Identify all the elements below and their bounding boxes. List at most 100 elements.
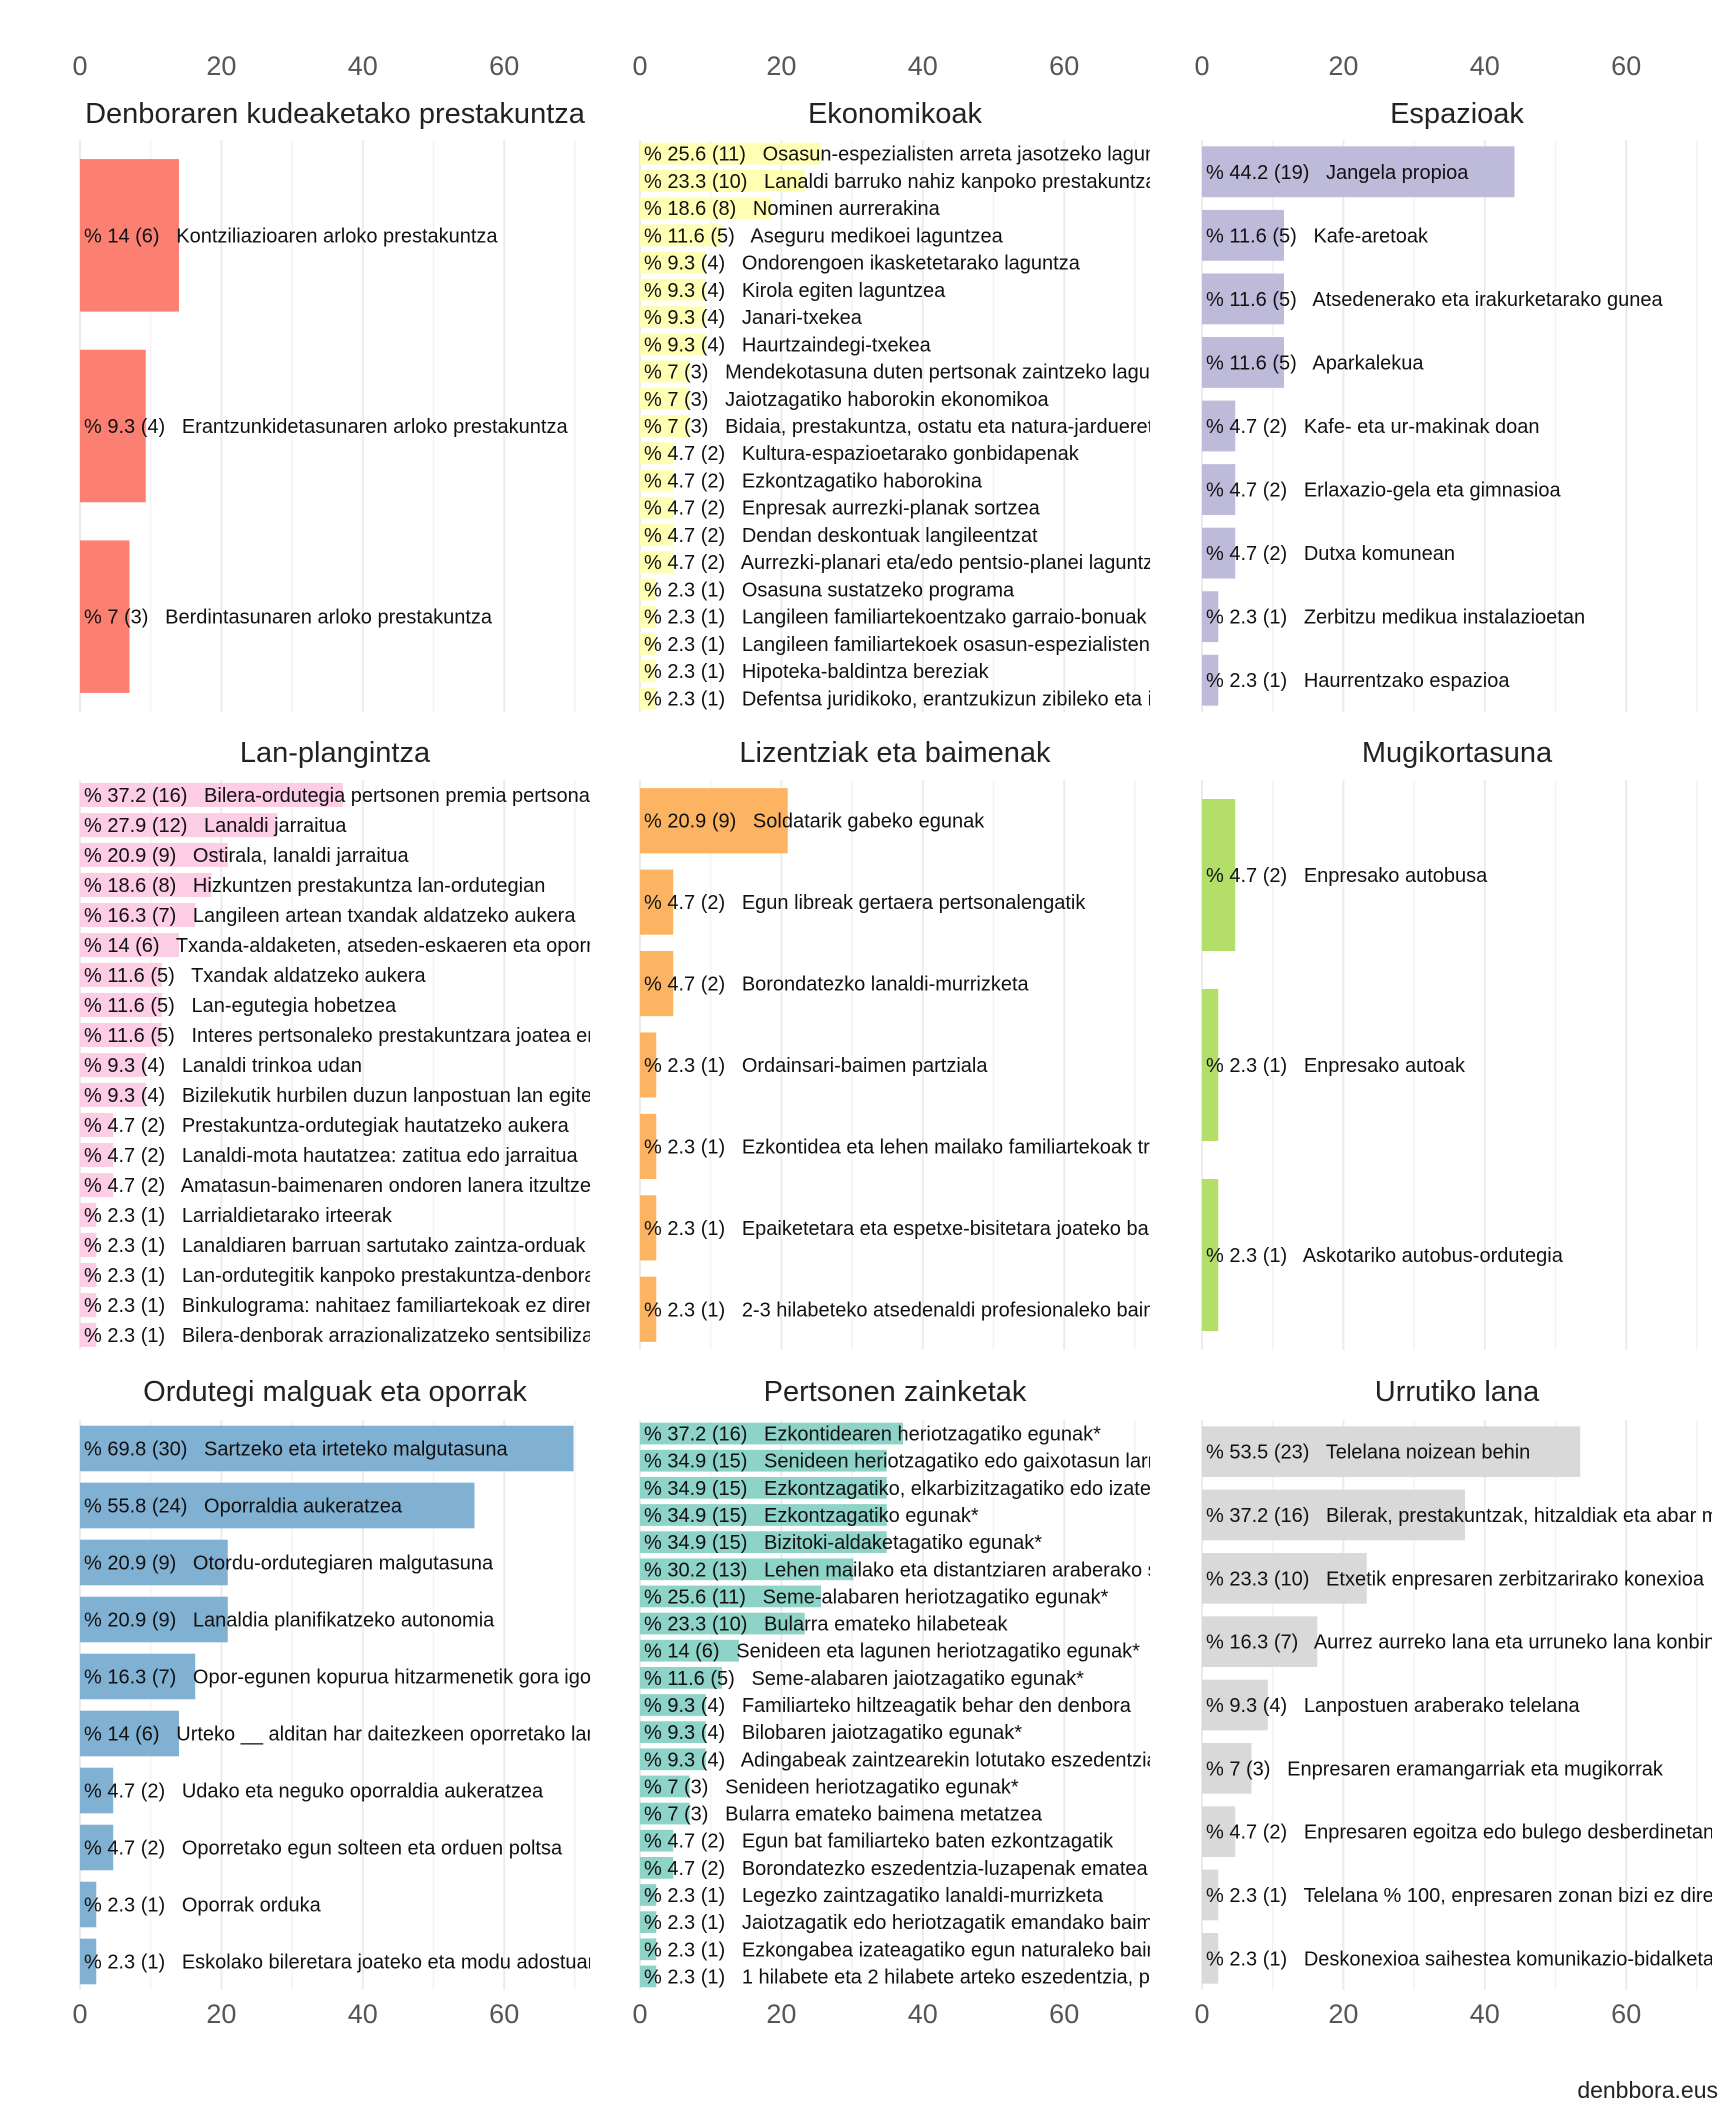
bar bbox=[640, 1113, 657, 1179]
bar bbox=[640, 1639, 739, 1662]
bar bbox=[1202, 989, 1219, 1141]
bar bbox=[640, 524, 674, 546]
panel-bars: % 53.5 (23) Telelana noizean behin % 37.2… bbox=[1202, 1426, 1728, 1984]
bar-label: % 4.7 (2) Enpresak aurrezki-planak sortz… bbox=[644, 498, 1041, 520]
bar-label: % 2.3 (1) Defentsa juridikoko, erantzuki… bbox=[644, 688, 1162, 710]
bar-label: % 2.3 (1) Eskolako bileretara joateko et… bbox=[84, 1952, 599, 1974]
bar-label: % 2.3 (1) Langileen familiartekoek osasu… bbox=[644, 634, 1167, 656]
bar bbox=[80, 1203, 97, 1227]
bar bbox=[1202, 799, 1236, 951]
bar-label: % 2.3 (1) Ezkontidea eta lehen mailako f… bbox=[644, 1136, 1162, 1158]
bar bbox=[80, 813, 278, 837]
bar-label: % 34.9 (15) Ezkontzagatiko egunak* bbox=[644, 1505, 979, 1527]
bar-label: % 2.3 (1) Jaiotzagatik edo heriotzagatik… bbox=[644, 1912, 1153, 1934]
bar-label: % 2.3 (1) Askotariko autobus-ordutegia bbox=[1206, 1245, 1564, 1267]
facet-panel: Urrutiko lana % 53.5 (23) Telelana noizea… bbox=[1201, 1376, 1728, 1990]
bar-label: % 23.3 (10) Etxetik enpresaren zerbitzar… bbox=[1206, 1568, 1705, 1590]
x-tick-label-bottom: 60 bbox=[489, 1999, 519, 2029]
bar-label: % 9.3 (4) Erantzunkidetasunaren arloko p… bbox=[84, 416, 568, 438]
panel-bars: % 14 (6) Kontziliazioaren arloko prestak… bbox=[80, 159, 568, 693]
bar-label: % 9.3 (4) Haurtzaindegi-txekea bbox=[644, 334, 932, 356]
panel-bars: % 69.8 (30) Sartzeko eta irteteko malgut… bbox=[80, 1425, 599, 1985]
bar-label: % 4.7 (2) Enpresaren egoitza edo bulego … bbox=[1206, 1822, 1728, 1844]
bar bbox=[640, 415, 690, 437]
bar-label: % 4.7 (2) Borondatezko eszedentzia-luzap… bbox=[644, 1858, 1149, 1880]
bar bbox=[640, 469, 674, 492]
bar bbox=[80, 1143, 114, 1167]
bar-label: % 4.7 (2) Egun bat familiarteko baten ez… bbox=[644, 1831, 1114, 1853]
panel-title: Urrutiko lana bbox=[1375, 1376, 1540, 1408]
bar-label: % 9.3 (4) Lanaldi trinkoa udan bbox=[84, 1055, 362, 1077]
bar-label: % 4.7 (2) Dendan deskontuak langileentza… bbox=[644, 525, 1038, 547]
bar bbox=[640, 1195, 657, 1261]
bar-label: % 4.7 (2) Enpresako autobusa bbox=[1206, 865, 1488, 887]
bar-label: % 9.3 (4) Ondorengoen ikasketetarako lag… bbox=[644, 253, 1081, 275]
bar-label: % 7 (3) Enpresaren eramangarriak eta mug… bbox=[1206, 1758, 1664, 1780]
bar-label: % 30.2 (13) Lehen mailako eta distantzia… bbox=[644, 1559, 1169, 1581]
bar bbox=[640, 1449, 887, 1472]
bar-label: % 7 (3) Jaiotzagatiko haborokin ekonomik… bbox=[644, 389, 1050, 411]
bar-label: % 9.3 (4) Adingabeak zaintzearekin lotut… bbox=[644, 1749, 1159, 1771]
bar-label: % 11.6 (5) Txandak aldatzeko aukera bbox=[84, 965, 427, 987]
bar bbox=[80, 843, 228, 867]
bar bbox=[640, 197, 772, 219]
bar-label: % 2.3 (1) Zerbitzu medikua instalazioeta… bbox=[1206, 607, 1585, 629]
bar-label: % 7 (3) Senideen heriotzagatiko egunak* bbox=[644, 1776, 1019, 1798]
bar bbox=[640, 1612, 805, 1635]
bar bbox=[640, 1558, 854, 1581]
bar-label: % 4.7 (2) Aurrezki-planari eta/edo pents… bbox=[644, 552, 1153, 574]
bar bbox=[640, 169, 805, 192]
bar bbox=[1202, 654, 1219, 706]
x-tick-label-bottom: 60 bbox=[1049, 1999, 1079, 2029]
bar-label: % 2.3 (1) 2-3 hilabeteko atsedenaldi pro… bbox=[644, 1299, 1160, 1321]
bar-label: % 2.3 (1) Enpresako autoak bbox=[1206, 1055, 1466, 1077]
bar-label: % 2.3 (1) Legezko zaintzagatiko lanaldi-… bbox=[644, 1885, 1104, 1907]
bar-label: % 11.6 (5) Lan-egutegia hobetzea bbox=[84, 995, 397, 1017]
bar bbox=[640, 142, 821, 165]
bar bbox=[640, 687, 657, 710]
bar bbox=[80, 1023, 163, 1047]
bar bbox=[640, 869, 674, 935]
bar-label: % 9.3 (4) Bizilekutik hurbilen duzun lan… bbox=[84, 1085, 603, 1107]
bar-label: % 9.3 (4) Janari-txekea bbox=[644, 307, 863, 329]
bar-label: % 2.3 (1) Lan-ordutegitik kanpoko presta… bbox=[84, 1265, 607, 1287]
bar-label: % 14 (6) Txanda-aldaketen, atseden-eskae… bbox=[84, 935, 608, 957]
bar-label: % 4.7 (2) Udako eta neguko oporraldia au… bbox=[84, 1781, 544, 1803]
bar-label: % 27.9 (12) Lanaldi jarraitua bbox=[84, 815, 347, 837]
bar bbox=[80, 1425, 574, 1472]
bar bbox=[1202, 527, 1236, 579]
x-tick-label-bottom: 40 bbox=[908, 1999, 938, 2029]
bar-label: % 20.9 (9) Otordu-ordutegiaren malgutasu… bbox=[84, 1553, 494, 1575]
bar bbox=[640, 1667, 723, 1689]
x-tick-label-bottom: 0 bbox=[1194, 1999, 1209, 2029]
bar-label: % 4.7 (2) Dutxa komunean bbox=[1206, 543, 1455, 565]
bar bbox=[80, 1710, 179, 1757]
bar-label: % 34.9 (15) Ezkontzagatiko, elkarbizitza… bbox=[644, 1478, 1161, 1500]
bar bbox=[80, 1767, 114, 1814]
bar bbox=[640, 660, 657, 683]
bar-label: % 2.3 (1) Deskonexioa saihestea komunika… bbox=[1206, 1948, 1727, 1970]
bar-label: % 37.2 (16) Ezkontidearen heriotzagatiko… bbox=[644, 1424, 1101, 1446]
bar bbox=[80, 903, 196, 927]
bar-label: % 2.3 (1) Telelana % 100, enpresaren zon… bbox=[1206, 1885, 1728, 1907]
bar bbox=[80, 1113, 114, 1137]
panel-title: Ordutegi malguak eta oporrak bbox=[143, 1376, 527, 1408]
x-tick-label-top: 40 bbox=[348, 51, 378, 81]
x-tick-label-top: 0 bbox=[1194, 51, 1209, 81]
bar-label: % 34.9 (15) Senideen heriotzagatiko edo … bbox=[644, 1451, 1159, 1473]
bar bbox=[80, 1596, 228, 1643]
bar bbox=[1202, 1489, 1466, 1541]
x-tick-label-bottom: 40 bbox=[348, 1999, 378, 2029]
bar-label: % 4.7 (2) Oporretako egun solteen eta or… bbox=[84, 1838, 563, 1860]
bar-label: % 2.3 (1) Ordainsari-baimen partziala bbox=[644, 1055, 988, 1077]
facet-panel: Pertsonen zainketak % 37.2 (16) Ezkontide… bbox=[639, 1376, 1169, 1990]
source-label: denbbora.eus bbox=[1577, 2077, 1718, 2103]
x-tick-label-top: 20 bbox=[1328, 51, 1358, 81]
bar-label: % 11.6 (5) Interes pertsonaleko prestaku… bbox=[84, 1025, 594, 1047]
bar-label: % 23.3 (10) Bularra emateko hilabeteak bbox=[644, 1614, 1009, 1636]
bar-label: % 4.7 (2) Borondatezko lanaldi-murrizket… bbox=[644, 974, 1029, 996]
bar bbox=[80, 1293, 97, 1317]
facet-panel: Lizentziak eta baimenak % 20.9 (9) Soldat… bbox=[639, 737, 1162, 1350]
bar-label: % 4.7 (2) Amatasun-baimenaren ondoren la… bbox=[84, 1175, 602, 1197]
bar-label: % 7 (3) Bularra emateko baimena metatzea bbox=[644, 1804, 1043, 1826]
